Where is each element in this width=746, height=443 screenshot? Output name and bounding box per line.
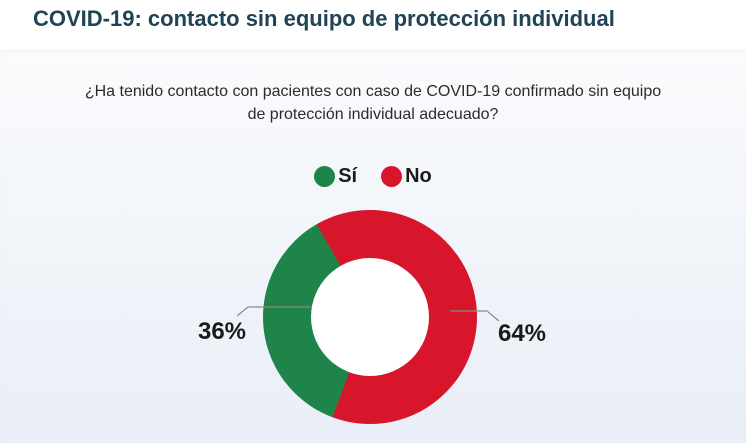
legend-dot-no-icon: [381, 166, 403, 187]
legend-label-si: Sí: [338, 165, 358, 187]
slice-label-no: 64%: [497, 320, 547, 347]
legend-item-si: Sí: [314, 165, 357, 188]
legend-label-no: No: [405, 165, 432, 187]
legend-dot-si-icon: [314, 166, 336, 187]
survey-question-line-1: ¿Ha tenido contacto con pacientes con ca…: [84, 83, 662, 100]
donut-chart-hole: [311, 258, 429, 376]
slice-label-si: 36%: [197, 318, 247, 345]
survey-question-line-2: de protección individual adecuado?: [247, 106, 499, 123]
survey-question: ¿Ha tenido contacto con pacientes con ca…: [0, 80, 746, 126]
page-title: COVID-19: contacto sin equipo de protecc…: [33, 6, 615, 31]
legend-item-no: No: [381, 165, 432, 188]
chart-legend: Sí No: [0, 165, 746, 188]
